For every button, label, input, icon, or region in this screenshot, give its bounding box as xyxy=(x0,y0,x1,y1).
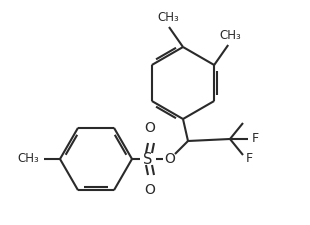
Text: F: F xyxy=(246,153,253,166)
Text: CH₃: CH₃ xyxy=(219,29,241,42)
Text: CH₃: CH₃ xyxy=(157,11,179,24)
Text: O: O xyxy=(144,121,155,135)
Text: O: O xyxy=(144,183,155,197)
Text: CH₃: CH₃ xyxy=(17,153,39,166)
Text: F: F xyxy=(252,133,259,146)
Text: S: S xyxy=(143,151,153,166)
Text: O: O xyxy=(165,152,175,166)
